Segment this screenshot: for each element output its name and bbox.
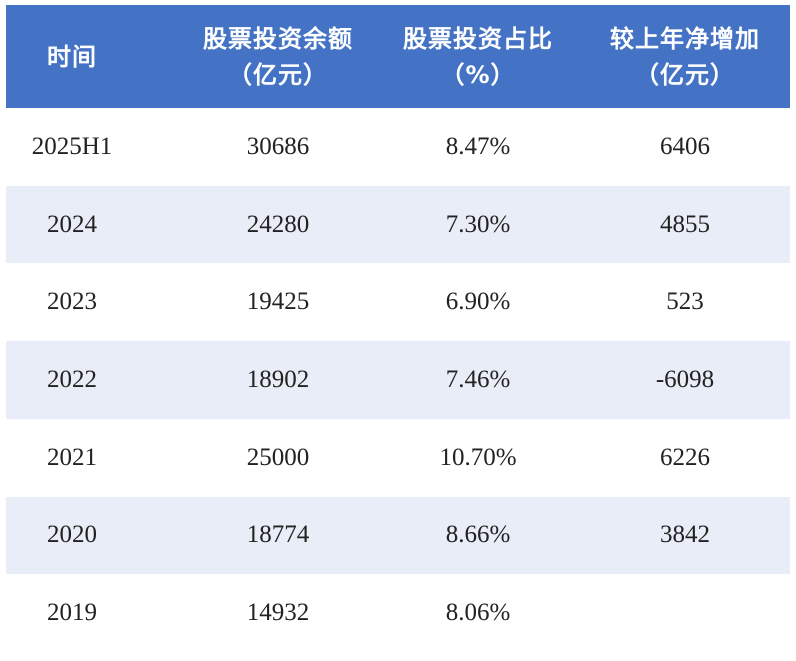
table-cell: 2025H1 [31, 132, 113, 160]
table-cell: 8.47% [445, 132, 511, 160]
table-cell: 2019 [47, 599, 97, 627]
table-row: 2020 18774 8.66% 3842 [6, 496, 790, 575]
table-row: 2025H1 30686 8.47% 6406 [6, 108, 790, 186]
header-cell: 股票投资占比 （%） [403, 5, 553, 108]
table-cell: 7.30% [445, 210, 511, 238]
table-row: 2019 14932 8.06% [6, 574, 790, 652]
header-cell: 股票投资余额 （亿元） [203, 5, 353, 108]
table-cell: 6406 [660, 132, 710, 160]
table-cell: 8.66% [445, 521, 511, 549]
table-cell: -6098 [655, 365, 715, 393]
header-cell: 较上年净增加 （亿元） [610, 5, 760, 108]
table-cell: 523 [666, 288, 704, 316]
table-cell: 19425 [246, 288, 310, 316]
header-text: 较上年净增加 [610, 24, 760, 53]
table-cell: 2021 [47, 443, 97, 471]
table-cell: 24280 [246, 210, 310, 238]
header-text: 股票投资占比 [403, 24, 553, 53]
table-cell: 3842 [660, 521, 710, 549]
header-text: 时间 [47, 42, 97, 71]
table-cell: 25000 [246, 443, 310, 471]
table-cell: 18774 [246, 521, 310, 549]
table-row: 2024 24280 7.30% 4855 [6, 185, 790, 264]
header-text: （亿元） [228, 60, 328, 89]
table-cell: 14932 [246, 599, 310, 627]
table-row: 2022 18902 7.46% -6098 [6, 341, 790, 419]
table-cell: 18902 [246, 365, 310, 393]
header-text: 股票投资余额 [203, 24, 353, 53]
table-cell: 6226 [660, 443, 710, 471]
table-cell: 2023 [47, 288, 97, 316]
header-text: （亿元） [635, 60, 735, 89]
table-cell: 2022 [47, 365, 97, 393]
table-cell: 30686 [246, 132, 310, 160]
table-cell: 4855 [660, 210, 710, 238]
header-text: （%） [440, 60, 516, 89]
table-row: 2023 19425 6.90% 523 [6, 263, 790, 341]
table-row: 2021 25000 10.70% 6226 [6, 419, 790, 497]
table-cell: 8.06% [445, 599, 511, 627]
table-cell: 2024 [47, 210, 97, 238]
table-cell: 10.70% [439, 443, 517, 471]
header-cell: 时间 [47, 5, 97, 108]
table-cell: 6.90% [445, 288, 511, 316]
table-cell: 7.46% [445, 365, 511, 393]
table-cell: 2020 [47, 521, 97, 549]
header-row: 时间 股票投资余额 （亿元） 股票投资占比 （%） 较上年净增加 （亿元） [6, 5, 790, 108]
